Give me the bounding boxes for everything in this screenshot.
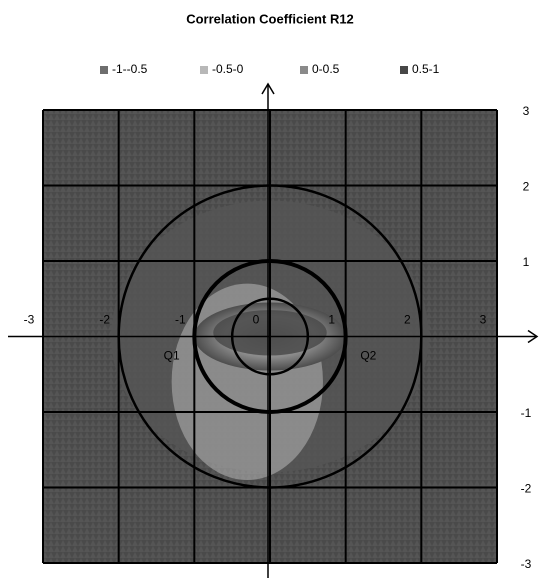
annotation: Q1 [164,349,180,363]
y-tick-label: -3 [521,557,532,571]
annotation: Q2 [360,349,376,363]
y-tick-label: 2 [523,180,530,194]
y-tick-label: -1 [521,406,532,420]
legend-label: -1--0.5 [112,62,148,76]
legend-label: 0-0.5 [312,62,340,76]
x-arrow [527,329,539,344]
x-tick-label: -3 [24,313,35,327]
legend-label: -0.5-0 [212,62,244,76]
x-tick-label: -1 [175,313,186,327]
x-tick-label: 3 [480,313,487,327]
legend-swatch [200,66,208,74]
y-tick-label: 1 [523,255,530,269]
x-tick-label: 1 [328,313,335,327]
x-tick-label: -2 [99,313,110,327]
x-tick-label: 0 [253,313,260,327]
x-tick-label: 2 [404,313,411,327]
y-tick-label: -2 [521,482,532,496]
chart-title: Correlation Coefficient R12 [186,11,354,26]
y-arrow [261,82,275,95]
y-tick-label: 3 [523,104,530,118]
legend-swatch [400,66,408,74]
legend-label: 0.5-1 [412,62,440,76]
legend-swatch [100,66,108,74]
legend-swatch [300,66,308,74]
